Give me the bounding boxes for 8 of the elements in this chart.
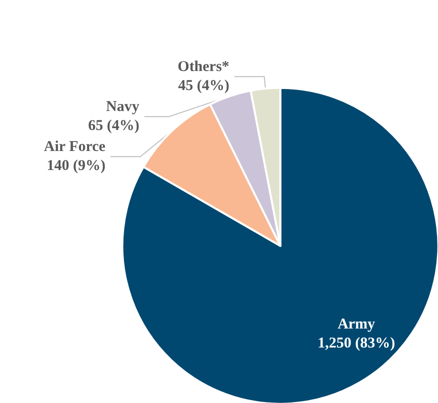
slice-label: Others* bbox=[178, 59, 230, 76]
slice-label: Army bbox=[338, 316, 376, 332]
slice-label: Navy bbox=[106, 99, 140, 116]
data-label: 1,250 (83%) bbox=[318, 335, 396, 352]
data-label: 65 (4%) bbox=[88, 118, 140, 134]
data-label: 140 (9%) bbox=[46, 158, 106, 174]
data-label: 45 (4%) bbox=[178, 78, 230, 94]
slice-label: Air Force bbox=[44, 139, 106, 156]
